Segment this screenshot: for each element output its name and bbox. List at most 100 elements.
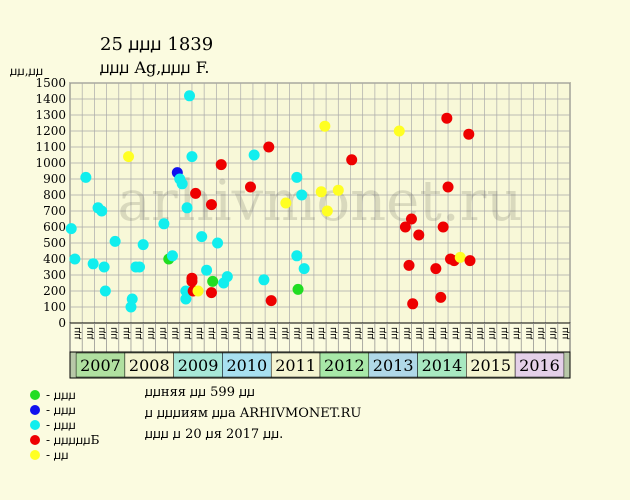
data-point [248, 149, 260, 161]
data-point [176, 178, 188, 190]
y-tick-label: 300 [43, 268, 66, 282]
data-point [65, 223, 77, 235]
quarter-label: ꙡꙡ [145, 327, 156, 339]
legend-dot [30, 449, 40, 460]
quarter-label: ꙡꙡ [170, 327, 181, 339]
data-point [205, 199, 217, 211]
legend-label: - ꙡꙡꙡ [46, 388, 76, 402]
data-point [319, 120, 331, 132]
year-label: 2007 [80, 356, 121, 375]
legend-item: - ꙡꙡ [30, 446, 69, 463]
data-point [258, 274, 270, 286]
y-tick-label: 1300 [35, 108, 66, 122]
quarter-label: ꙡꙡ [523, 327, 534, 339]
year-label: 2012 [324, 356, 365, 375]
data-point [186, 151, 198, 163]
y-tick-label: 1400 [35, 92, 66, 106]
year-band [417, 352, 467, 378]
data-point [212, 237, 224, 249]
year-band [514, 352, 565, 378]
quarter-label: ꙡꙡ [328, 327, 339, 339]
data-point [137, 239, 149, 251]
data-point [437, 221, 449, 233]
data-point [96, 205, 108, 217]
legend-item: - ꙡꙡꙡ [30, 386, 76, 403]
data-point [265, 295, 277, 307]
y-tick-label: 100 [43, 300, 66, 314]
data-point [292, 283, 304, 295]
y-tick-label: 200 [43, 284, 66, 298]
y-axis-label: ꙡꙡ,ꙡꙡ [10, 64, 44, 78]
quarter-label: ꙡꙡ [121, 327, 132, 339]
data-point [413, 229, 425, 241]
data-point [346, 154, 358, 166]
quarter-label: ꙡꙡ [109, 327, 120, 339]
data-point [109, 235, 121, 247]
y-tick-label: 1500 [35, 76, 66, 90]
data-point [80, 171, 92, 183]
data-point [192, 285, 204, 297]
data-point [332, 184, 344, 196]
quarter-label: ꙡꙡ [438, 327, 449, 339]
quarter-label: ꙡꙡ [536, 327, 547, 339]
quarter-label: ꙡꙡ [304, 327, 315, 339]
year-band [75, 352, 126, 378]
data-point [464, 255, 476, 267]
year-band [173, 352, 223, 378]
quarter-label: ꙡꙡ [401, 327, 412, 339]
data-point [291, 171, 303, 183]
data-point [190, 187, 202, 199]
data-point [134, 261, 146, 273]
data-point [399, 221, 411, 233]
year-label: 2014 [422, 356, 463, 375]
legend-label: - ꙡꙡꙡꙡꙡБ [46, 433, 100, 447]
year-band [368, 352, 418, 378]
quarter-label: ꙡꙡ [340, 327, 351, 339]
quarter-label: ꙡꙡ [353, 327, 364, 339]
legend-label: - ꙡꙡ [46, 448, 69, 462]
y-tick-label: 500 [43, 236, 66, 250]
quarter-label: ꙡꙡ [426, 327, 437, 339]
year-label: 2016 [519, 356, 560, 375]
quarter-label: ꙡꙡ [414, 327, 425, 339]
y-tick-label: 900 [43, 172, 66, 186]
legend-label: - ꙡꙡꙡ [46, 403, 76, 417]
year-label: 2008 [129, 356, 170, 375]
data-point [87, 258, 99, 270]
quarter-label: ꙡꙡ [72, 327, 83, 339]
legend-item: - ꙡꙡꙡ [30, 401, 76, 418]
y-tick-label: 400 [43, 252, 66, 266]
data-point [123, 151, 135, 163]
data-point [166, 250, 178, 262]
quarter-label: ꙡꙡ [194, 327, 205, 339]
quarter-label: ꙡꙡ [267, 327, 278, 339]
year-label: 2013 [373, 356, 414, 375]
quarter-label: ꙡꙡ [292, 327, 303, 339]
data-point [263, 141, 275, 153]
data-point [407, 298, 419, 310]
data-point [207, 275, 219, 287]
data-point [430, 263, 442, 275]
data-point [186, 275, 198, 287]
quarter-label: ꙡꙡ [231, 327, 242, 339]
quarter-label: ꙡꙡ [560, 327, 571, 339]
quarter-label: ꙡꙡ [255, 327, 266, 339]
data-point [296, 189, 308, 201]
quarter-label: ꙡꙡ [450, 327, 461, 339]
quarter-label: ꙡꙡ [157, 327, 168, 339]
legend-dot [30, 434, 40, 445]
chart-title: 25 ꙡꙡꙡ 1839 [100, 34, 214, 55]
data-point [69, 253, 81, 265]
info-line: ꙡꙡняя ꙡꙡ 599 ꙡꙡ [145, 385, 256, 400]
data-point [180, 293, 192, 305]
year-label: 2009 [178, 356, 219, 375]
quarter-label: ꙡꙡ [548, 327, 559, 339]
year-band [222, 352, 272, 378]
y-tick-label: 800 [43, 188, 66, 202]
data-point [221, 271, 233, 283]
quarter-label: ꙡꙡ [279, 327, 290, 339]
y-tick-label: 700 [43, 204, 66, 218]
data-point [181, 202, 193, 214]
legend-item: - ꙡꙡꙡ [30, 416, 76, 433]
